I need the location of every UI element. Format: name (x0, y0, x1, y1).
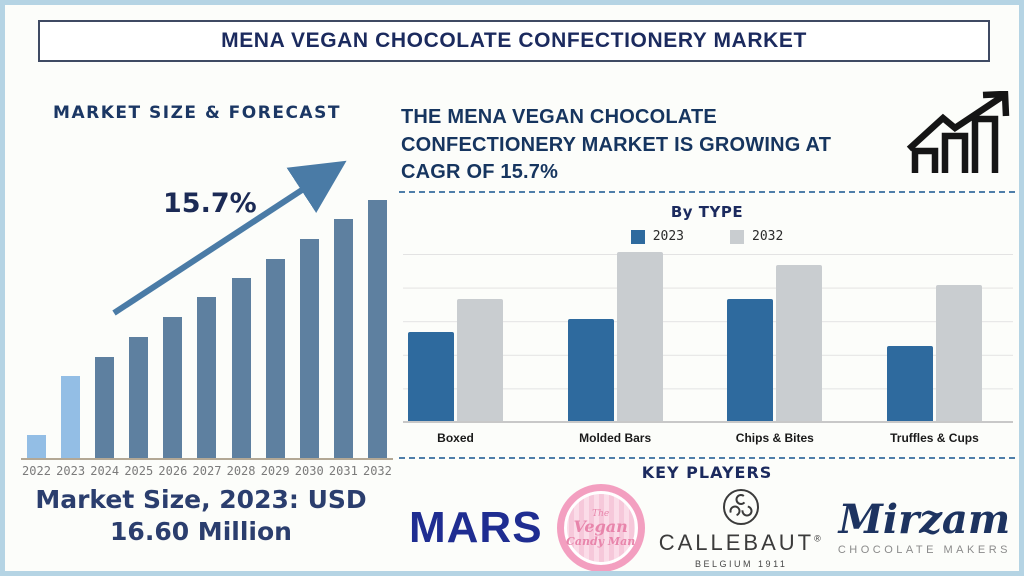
year-tick: 2028 (226, 464, 256, 478)
forecast-bar-2022 (27, 435, 46, 458)
year-tick: 2026 (158, 464, 188, 478)
bar-chips-2023 (727, 299, 774, 421)
bar-truffles-2023 (886, 346, 933, 421)
legend-item-2032: 2032 (730, 229, 783, 244)
legend-item-2023: 2023 (630, 229, 684, 244)
bar-boxed-2032 (457, 299, 503, 421)
year-tick: 2023 (56, 464, 86, 478)
bar-boxed-2023 (408, 332, 454, 421)
year-tick: 2031 (328, 464, 358, 478)
year-tick: 2032 (362, 464, 392, 478)
legend-label: 2032 (752, 229, 784, 244)
bytype-x-axis: Boxed Molded Bars Chips & Bites Truffles… (407, 431, 983, 445)
callebaut-logo: CALLEBAUT® BELGIUM 1911 (659, 487, 824, 569)
category-label: Chips & Bites (735, 431, 814, 445)
bar-group-truffles-cups (886, 285, 983, 421)
year-tick: 2022 (22, 464, 51, 478)
year-tick: 2029 (260, 464, 290, 478)
market-size-caption: Market Size, 2023: USD 16.60 Million (35, 485, 367, 546)
forecast-bar-2025 (129, 337, 149, 458)
mirzam-wordmark: Mirzam (838, 496, 1011, 543)
page-title: MENA VEGAN CHOCOLATE CONFECTIONERY MARKE… (221, 29, 807, 52)
vegan-badge-line2: Vegan (573, 516, 628, 536)
forecast-section-title: MARKET SIZE & FORECAST (53, 103, 341, 123)
mars-logo: MARS (409, 503, 543, 552)
legend-label: 2023 (652, 229, 684, 244)
bar-group-molded-bars (567, 252, 664, 421)
year-tick: 2024 (90, 464, 120, 478)
forecast-bar-2027 (197, 297, 217, 458)
key-players-row: MARS The Vegan Candy Man CALLEBAUT® BELG… (403, 483, 1017, 571)
callebaut-emblem-icon (723, 489, 760, 525)
forecast-bar-2031 (333, 219, 353, 458)
category-label: Molded Bars (579, 431, 652, 445)
legend-swatch-2032 (730, 229, 744, 244)
category-label: Truffles & Cups (890, 431, 979, 445)
year-tick: 2030 (294, 464, 324, 478)
growth-chart-icon (906, 91, 1010, 173)
bar-molded-2032 (616, 252, 663, 421)
year-tick: 2027 (192, 464, 222, 478)
bytype-section-title: By TYPE (670, 203, 744, 221)
title-banner: MENA VEGAN CHOCOLATE CONFECTIONERY MARKE… (38, 20, 990, 62)
bar-group-boxed (407, 299, 504, 421)
legend-swatch-2023 (630, 229, 645, 244)
mirzam-subtitle: CHOCOLATE MAKERS (837, 544, 1011, 556)
callebaut-subtitle: BELGIUM 1911 (695, 559, 788, 569)
callebaut-wordmark: CALLEBAUT (658, 530, 815, 555)
forecast-bar-2028 (231, 278, 251, 458)
category-label: Boxed (437, 431, 474, 445)
forecast-bar-2029 (265, 259, 285, 458)
forecast-bar-2023 (61, 376, 81, 458)
headline-text: THE MENA VEGAN CHOCOLATE CONFECTIONERY M… (401, 106, 832, 184)
registered-mark: ® (814, 533, 824, 544)
forecast-bar-2032 (367, 200, 387, 458)
trend-arrow-icon (112, 160, 347, 316)
mirzam-logo: Mirzam CHOCOLATE MAKERS (837, 496, 1011, 557)
dashed-separator-top (399, 191, 1015, 193)
bar-group-chips-bites (726, 265, 823, 421)
bar-truffles-2032 (935, 285, 982, 421)
bar-molded-2023 (567, 319, 614, 421)
dashed-separator-bottom (399, 457, 1015, 459)
vegan-candy-man-logo: The Vegan Candy Man (556, 484, 645, 571)
vegan-badge-line3: Candy Man (566, 534, 636, 548)
forecast-bar-2026 (163, 317, 183, 458)
bytype-bar-chart (403, 252, 1013, 423)
forecast-bar-2024 (95, 357, 115, 458)
forecast-bar-2030 (299, 239, 319, 458)
year-tick: 2025 (124, 464, 154, 478)
forecast-x-axis: 2022 2023 2024 2025 2026 2027 2028 2029 … (21, 464, 393, 478)
forecast-bar-chart (21, 197, 393, 460)
key-players-title: KEY PLAYERS (641, 463, 773, 482)
vegan-badge-line1: The (592, 508, 610, 519)
cagr-value-label: 15.7% (163, 188, 257, 219)
bytype-legend: 2023 2032 (399, 229, 1015, 244)
bar-chips-2032 (776, 265, 823, 421)
